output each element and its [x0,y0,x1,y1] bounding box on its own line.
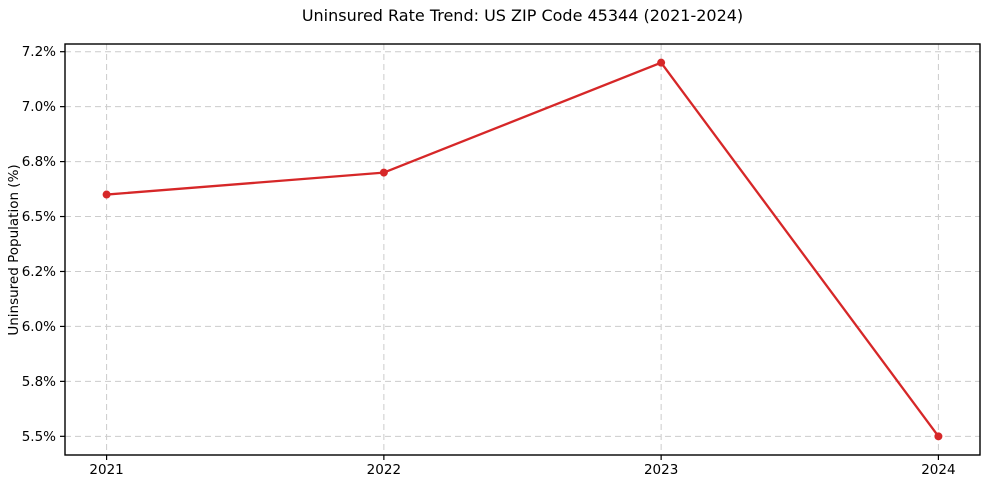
y-tick-label: 6.5% [22,209,56,225]
data-point-marker [934,432,943,441]
data-point-marker [657,58,666,67]
y-axis-label: Uninsured Population (%) [6,164,22,336]
y-tick-label: 5.8% [22,374,56,390]
data-point-marker [102,190,111,199]
x-tick-label: 2022 [367,462,401,478]
x-tick-label: 2024 [921,462,955,478]
y-tick-label: 6.2% [22,264,56,280]
y-tick-label: 6.8% [22,154,56,170]
chart-title: Uninsured Rate Trend: US ZIP Code 45344 … [301,6,744,25]
data-point-marker [379,168,388,177]
y-tick-label: 7.2% [22,44,56,60]
x-tick-label: 2021 [89,462,123,478]
plot-background [65,44,980,455]
y-tick-label: 6.0% [22,319,56,335]
trend-line [105,61,940,438]
axes-spines [64,43,981,456]
x-tick-label: 2023 [644,462,678,478]
y-tick-label: 5.5% [22,429,56,445]
y-tick-label: 7.0% [22,99,56,115]
